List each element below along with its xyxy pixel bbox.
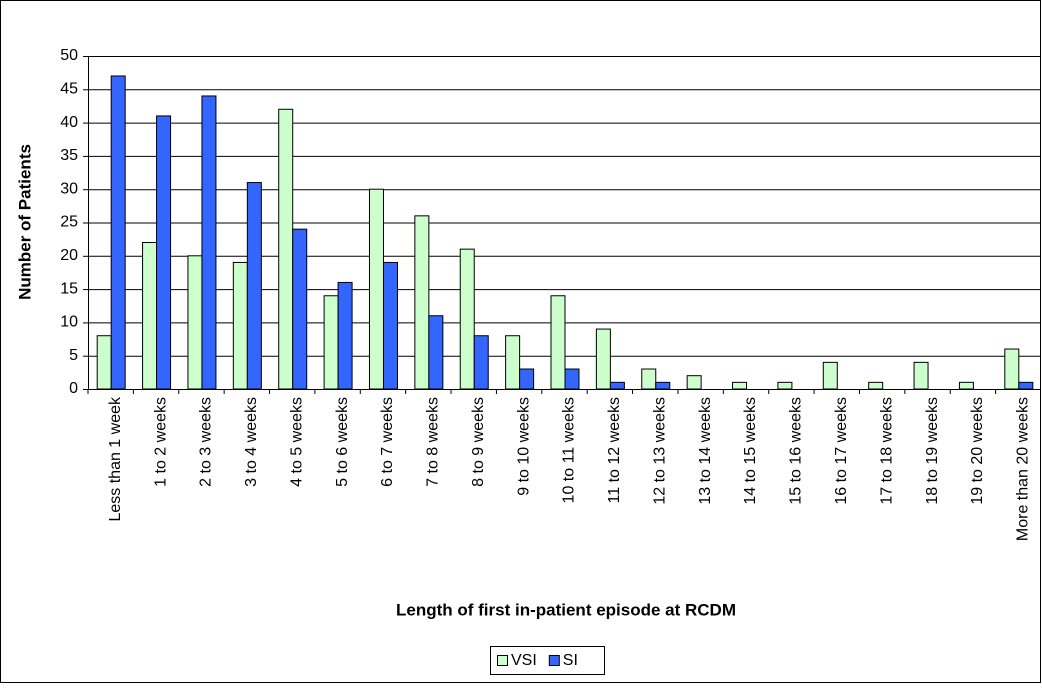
x-tick-label: 4 to 5 weeks <box>288 397 305 487</box>
y-tick-label: 20 <box>60 247 78 264</box>
x-tick-label: 11 to 12 weeks <box>606 397 623 503</box>
x-tick-label: 15 to 16 weeks <box>788 397 805 505</box>
bar <box>232 261 248 390</box>
x-tick-label: 2 to 3 weeks <box>198 397 215 487</box>
bar <box>777 381 793 390</box>
x-tick-label: 14 to 15 weeks <box>742 397 759 505</box>
bar <box>428 315 444 390</box>
x-tick-label: 10 to 11 weeks <box>561 397 578 503</box>
bar <box>323 295 339 390</box>
y-tick-label: 25 <box>60 214 78 231</box>
legend-label: VSI <box>511 652 537 669</box>
bar <box>1004 348 1020 390</box>
y-tick-label: 35 <box>60 147 78 164</box>
bar <box>595 328 611 390</box>
x-tick-label: 3 to 4 weeks <box>243 397 260 487</box>
x-tick-label: 1 to 2 weeks <box>152 397 169 487</box>
bar <box>564 368 580 390</box>
x-tick-label: 19 to 20 weeks <box>969 397 986 505</box>
bar <box>519 368 535 390</box>
x-tick-label: 18 to 19 weeks <box>924 397 941 505</box>
y-tick-label: 45 <box>60 81 78 98</box>
y-tick-label: 10 <box>60 314 78 331</box>
x-tick-label: 12 to 13 weeks <box>651 397 668 505</box>
x-tick-label: 13 to 14 weeks <box>697 397 714 505</box>
y-tick-label: 5 <box>69 347 78 364</box>
bar <box>459 248 475 390</box>
bar <box>641 368 657 390</box>
legend-box <box>490 646 605 675</box>
y-tick-label: 40 <box>60 114 78 131</box>
bar <box>732 381 748 390</box>
bar <box>609 381 625 390</box>
legend-swatch <box>497 655 508 666</box>
x-tick-label: Less than 1 week <box>107 396 124 522</box>
x-tick-label: 6 to 7 weeks <box>379 397 396 487</box>
bar <box>201 95 217 390</box>
bar <box>1018 381 1034 390</box>
y-tick-label: 30 <box>60 180 78 197</box>
bar <box>913 361 929 390</box>
y-tick-label: 0 <box>69 380 78 397</box>
bar <box>246 182 262 390</box>
bar <box>655 381 671 390</box>
bar <box>187 255 203 390</box>
x-tick-label: 17 to 18 weeks <box>878 397 895 505</box>
bar <box>156 115 172 390</box>
legend-label: SI <box>563 652 578 669</box>
y-tick-label: 50 <box>60 47 78 64</box>
legend-swatch <box>548 655 560 666</box>
bar <box>505 335 521 390</box>
x-tick-label: 5 to 6 weeks <box>334 397 351 487</box>
bar <box>142 241 158 390</box>
x-tick-label: 16 to 17 weeks <box>833 397 850 505</box>
x-axis-label: Length of first in-patient episode at RC… <box>396 600 736 619</box>
bar <box>822 361 838 390</box>
bar <box>292 228 308 390</box>
bar <box>868 381 884 390</box>
bar <box>686 375 702 390</box>
bar <box>550 295 566 390</box>
bar <box>382 261 398 390</box>
bar <box>368 188 384 390</box>
bar <box>337 281 353 390</box>
y-axis-label: Number of Patients <box>15 144 34 300</box>
bar <box>958 381 974 390</box>
x-tick-label: 7 to 8 weeks <box>425 397 442 487</box>
x-tick-label: 9 to 10 weeks <box>515 397 532 496</box>
bar <box>414 215 430 390</box>
bar <box>96 335 112 390</box>
x-tick-label: 8 to 9 weeks <box>470 397 487 487</box>
bar <box>473 335 489 390</box>
bar <box>110 75 126 390</box>
y-tick-label: 15 <box>60 280 78 297</box>
bar <box>278 108 294 390</box>
x-tick-label: More than 20 weeks <box>1015 397 1032 541</box>
